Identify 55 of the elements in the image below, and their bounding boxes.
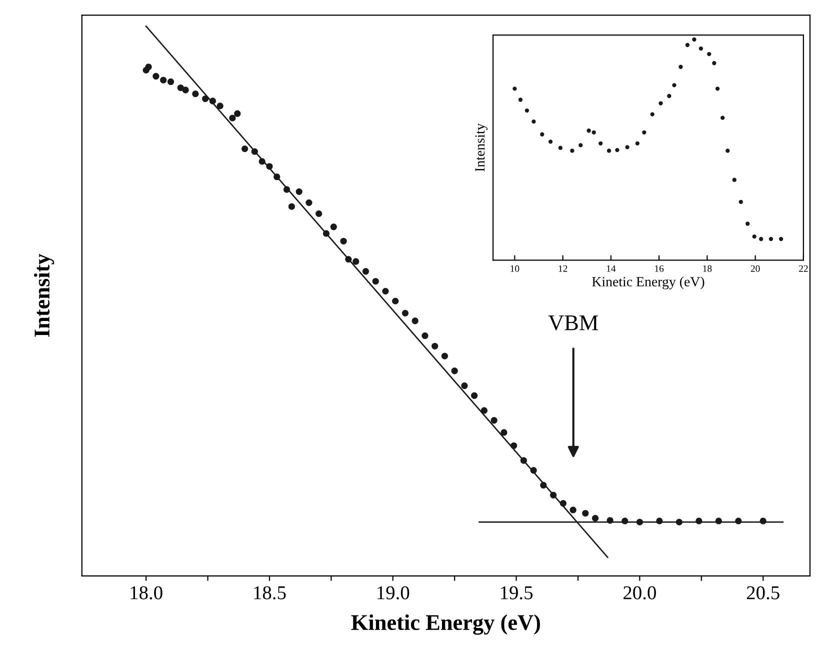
point [586,128,591,133]
x-tick-label: 10 [510,265,520,272]
point [720,116,725,120]
x-tick-label: 14 [606,265,616,272]
point [570,148,574,153]
x-axis-title: Kinetic Energy (eV) [351,614,540,635]
point [518,98,523,102]
x-tick-label: 20.5 [746,586,780,600]
point [598,141,603,146]
x-tick-label: 18 [703,265,712,272]
x-tick-label: 22 [799,265,808,272]
point [746,222,750,226]
point [606,148,612,153]
point [778,236,784,242]
point [752,234,756,239]
y-axis-title: Intensity [34,254,54,337]
point [685,42,690,48]
point [667,94,672,98]
point [558,146,562,150]
point [732,178,736,182]
point [715,86,720,91]
point [650,112,654,116]
x-tick-label: 18.0 [130,586,162,600]
x-tick-label: 18.5 [254,586,286,600]
point [698,46,704,51]
annotation: VBM [548,316,598,330]
point [658,101,663,106]
point [692,37,696,42]
point [532,120,536,124]
x-tick-label: 16 [655,265,664,272]
point [759,236,764,242]
x-tick-label: 12 [558,265,568,272]
x-tick-label: 19.5 [500,586,533,600]
point [726,148,730,153]
point [642,130,646,134]
point [524,108,530,113]
x-tick-label: 19.0 [378,586,410,600]
x-tick-label: 20.0 [624,586,656,600]
y-axis-title: Intensity [475,123,488,172]
point [768,236,774,242]
x-tick-label: 20 [750,265,760,272]
point [578,143,583,148]
x-axis-title: Kinetic Energy (eV) [592,276,704,290]
point [625,145,630,150]
point [540,132,544,136]
point [592,130,596,134]
point [707,52,712,56]
point [678,64,683,69]
point [615,148,620,152]
point [712,61,716,66]
point [512,86,517,91]
point [738,200,743,204]
point [635,141,640,146]
point [548,140,553,144]
point [672,83,676,88]
